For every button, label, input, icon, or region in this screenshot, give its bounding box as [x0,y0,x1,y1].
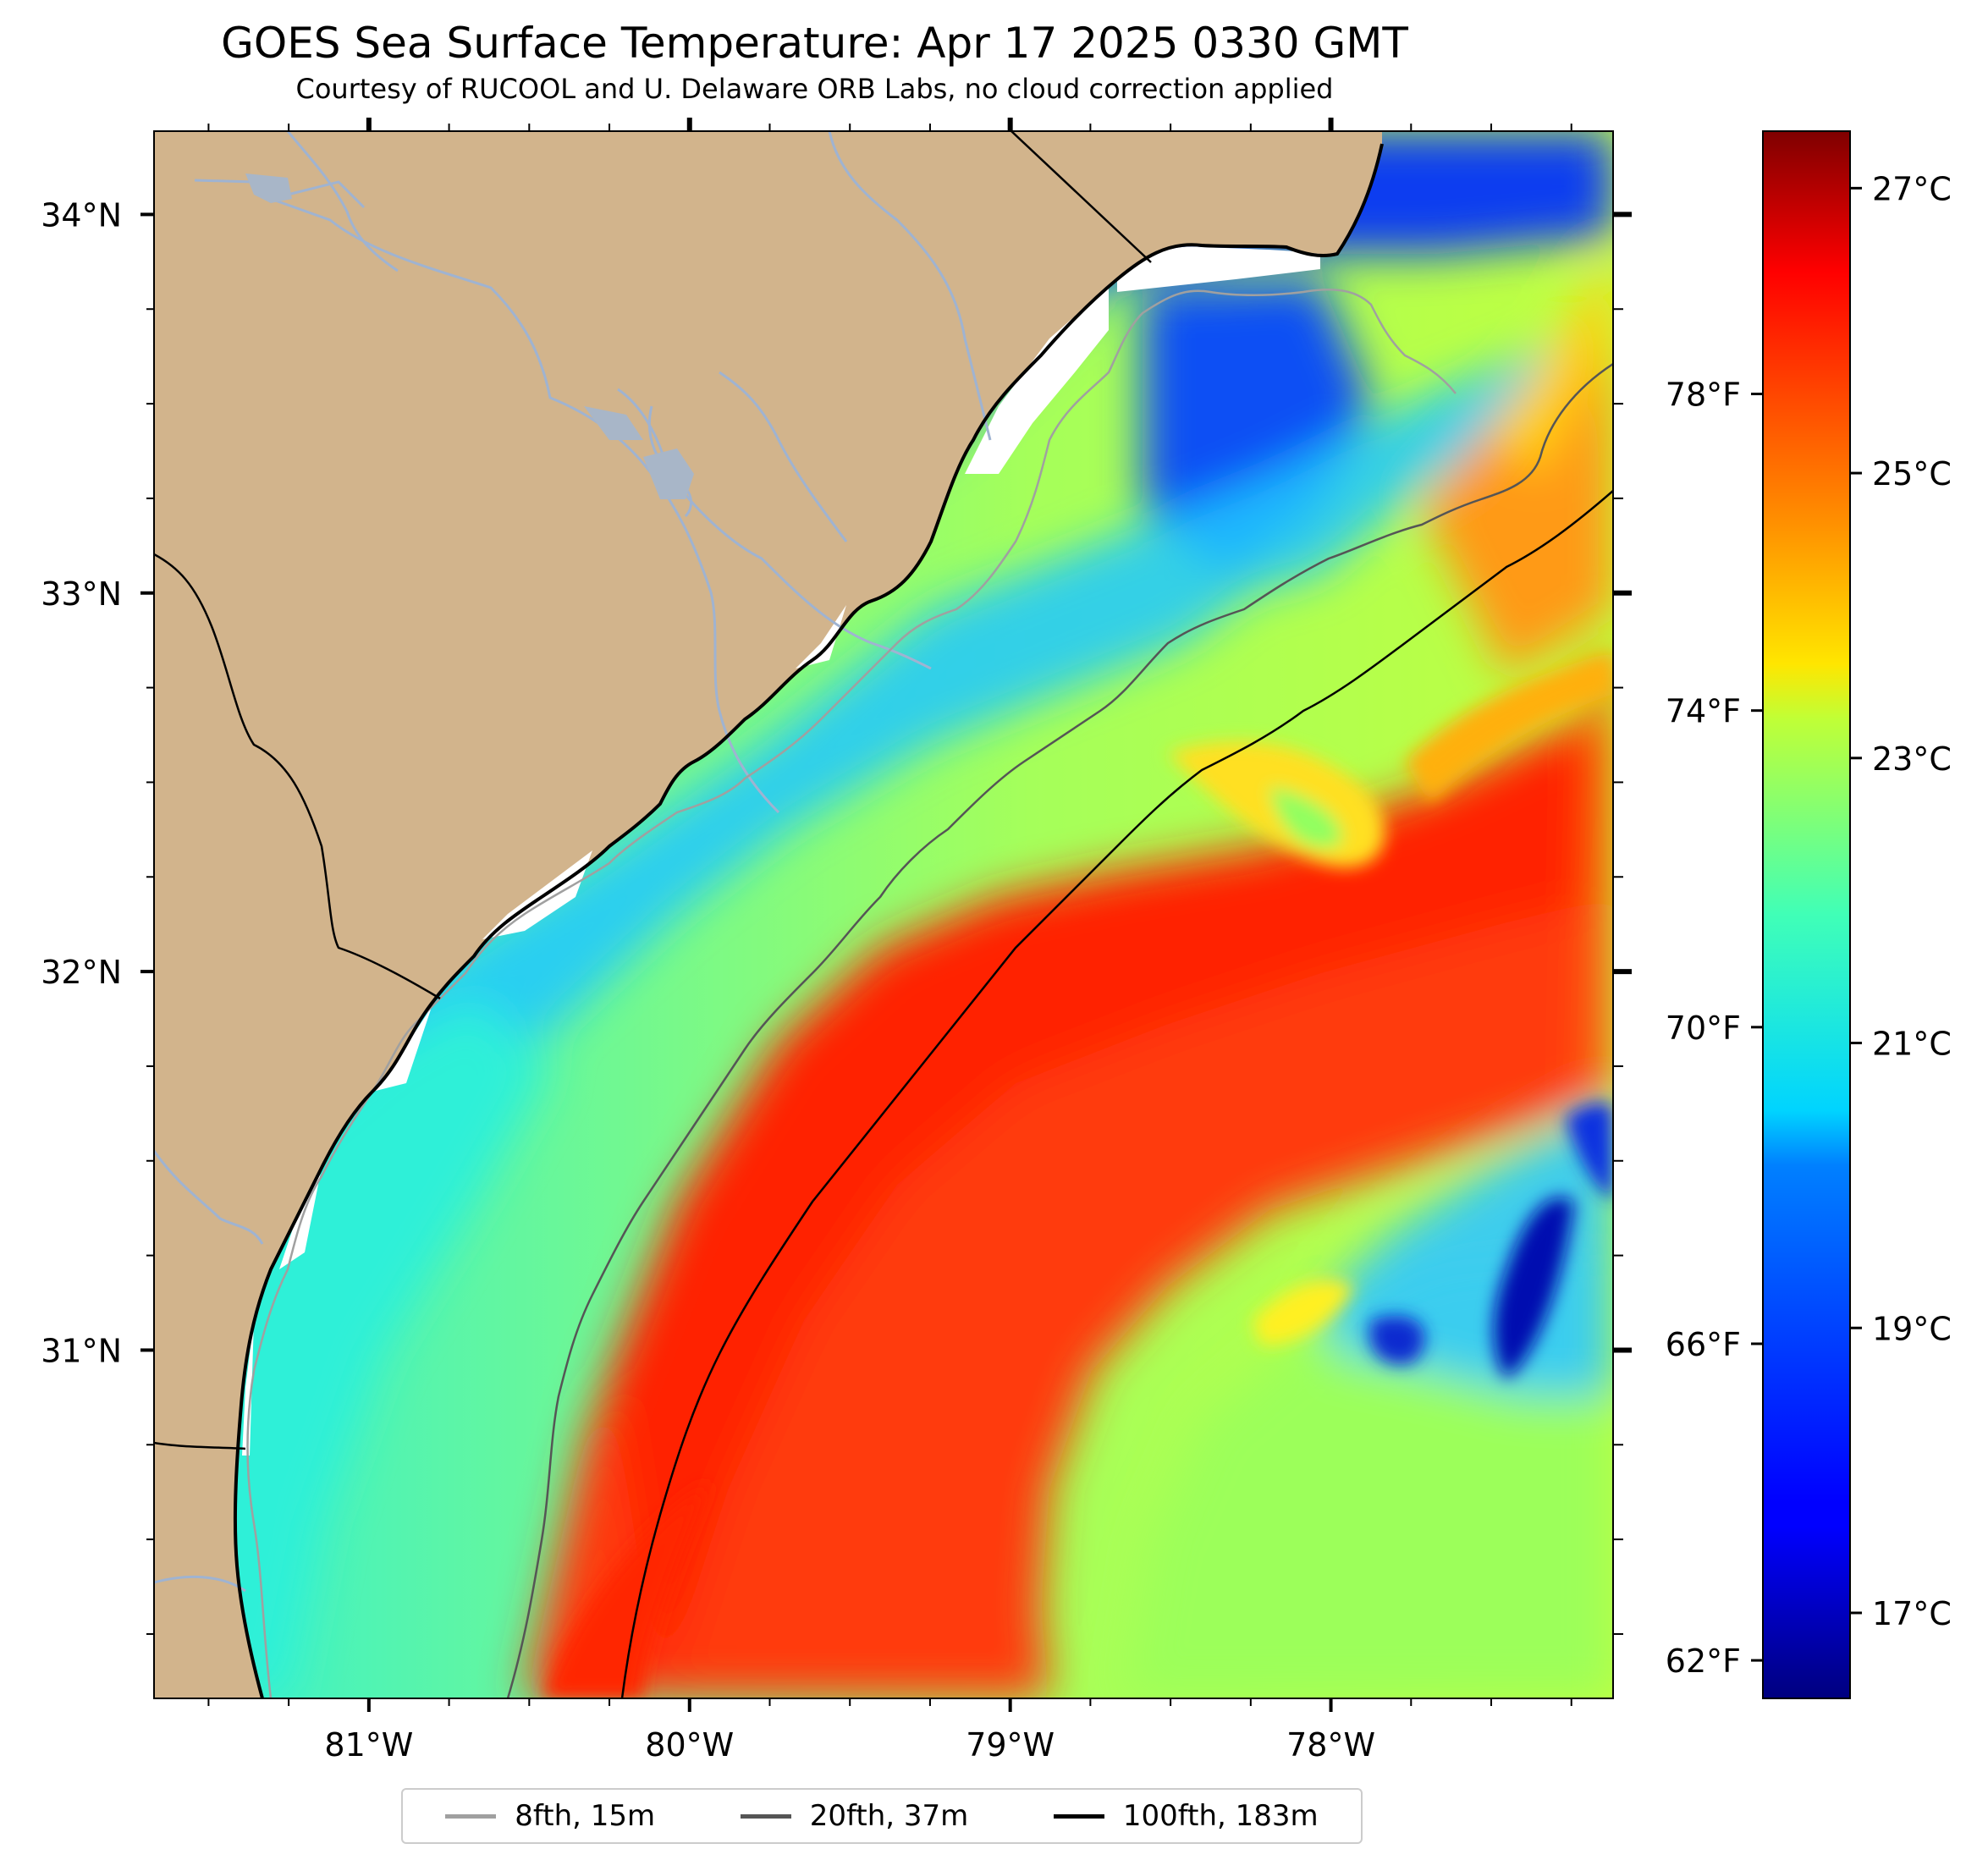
map-panel [154,131,1613,1698]
map-title: GOES Sea Surface Temperature: Apr 17 202… [221,19,1408,68]
lon-tick-label: 80°W [645,1726,734,1764]
state-borders [154,131,1152,1450]
colorbar-f-label: 78°F [1666,377,1741,414]
lat-tick-label: 33°N [41,575,122,613]
map-axes: 81°W 80°W 79°W 78°W 31°N 32°N 33°N 34°N [41,118,1632,1764]
colorbar-c-label: 19°C [1872,1310,1952,1347]
isobath-legend: 8fth, 15m 20fth, 37m 100fth, 183m [401,1788,1363,1844]
map-frame [153,130,1614,1699]
coastline [233,143,1384,1698]
colorbar-c-label: 25°C [1872,455,1952,493]
colorbar-f-label: 62°F [1666,1643,1741,1680]
legend-swatch-20fth [740,1813,791,1819]
map-subtitle: Courtesy of RUCOOL and U. Delaware ORB L… [295,73,1334,105]
lat-tick-label: 34°N [41,196,122,234]
legend-swatch-100fth [1053,1813,1104,1819]
colorbar-c-label: 21°C [1872,1026,1952,1063]
rivers [154,131,992,1593]
colorbar-c-label: 17°C [1872,1595,1952,1632]
colorbar-gradient [1763,131,1850,1698]
legend-label-100fth: 100fth, 183m [1122,1799,1319,1833]
legend-item-20fth: 20fth, 37m [740,1799,969,1833]
legend-swatch-8fth [445,1813,497,1819]
colorbar-ticks: 17°C 19°C 21°C 23°C 25°C 27°C 62°F 66°F 70°F 74°F… [1666,170,1952,1680]
colorbar-c-label: 23°C [1872,740,1952,778]
lat-tick-label: 31°N [41,1332,122,1369]
legend-label-8fth: 8fth, 15m [515,1799,656,1833]
legend-label-20fth: 20fth, 37m [809,1799,969,1833]
lon-tick-label: 79°W [966,1726,1055,1764]
lat-tick-label: 32°N [41,954,122,991]
land-mass [154,131,1382,1698]
colorbar-f-label: 70°F [1666,1010,1741,1047]
colorbar-c-label: 27°C [1872,170,1952,207]
lakes [245,173,694,499]
legend-item-8fth: 8fth, 15m [445,1799,655,1833]
colorbar-f-label: 74°F [1666,693,1741,730]
colorbar: 17°C 19°C 21°C 23°C 25°C 27°C 62°F 66°F 70°F 74°F… [1666,130,1952,1699]
colorbar-frame [1762,130,1851,1699]
isobaths [246,289,1613,1698]
colorbar-f-label: 66°F [1666,1326,1741,1363]
legend-item-100fth: 100fth, 183m [1053,1799,1319,1833]
sst-detail [542,652,1613,1698]
lon-tick-label: 81°W [324,1726,413,1764]
lon-tick-label: 78°W [1286,1726,1375,1764]
